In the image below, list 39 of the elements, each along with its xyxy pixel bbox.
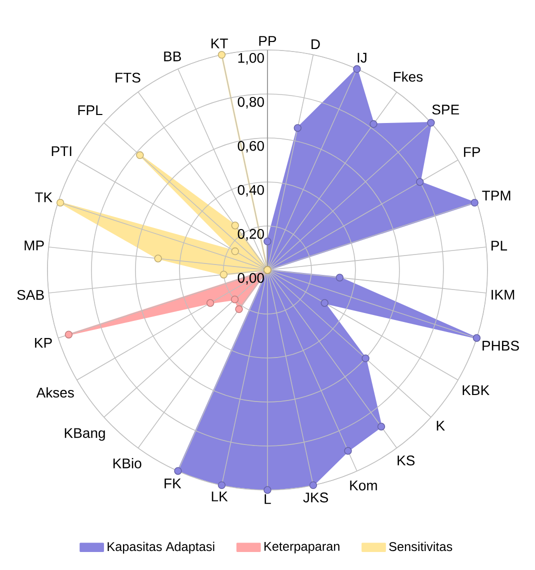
spoke-label: PL [492,240,508,250]
spoke-label: KBK [462,385,490,395]
spoke-label: Fkes [394,71,423,82]
spoke-label: FPL [78,105,102,116]
spoke-label: KBang [64,428,105,441]
spoke-label: FP [464,147,480,157]
spoke-label: Akses [36,387,74,398]
legend-label: Kapasitas Adaptasi [108,542,214,554]
spoke-label: PTI [52,146,72,156]
spoke-label: SPE [432,104,460,115]
spoke-label: LK [212,492,228,502]
spoke-label: K [436,420,445,431]
spoke-label: IKM [492,290,514,300]
y-tick-label: 1,00 [238,52,264,65]
y-tick-label: 0,00 [238,272,264,285]
spoke-label: MP [24,240,44,250]
spoke-label: TK [35,192,52,202]
spoke-label: TPM [482,190,510,200]
spoke-label: Kom [350,480,377,490]
spoke-label: KP [35,338,52,348]
spoke-label: SAB [17,290,44,300]
spoke-label: FK [164,478,182,488]
spoke-label: IJ [358,52,366,63]
legend-label: Keterpaparan [264,542,340,554]
y-tick-label: 0,20 [238,228,264,241]
spoke-label: KBio [113,458,142,468]
spoke-label: L [264,494,271,504]
spoke-label: KS [398,456,415,466]
y-tick-label: 0,80 [238,96,264,109]
spoke-label: PP [259,36,276,46]
y-tick-label: 0,60 [238,140,264,153]
spoke-label: KT [212,38,228,48]
spoke-label: PHBS [482,340,519,351]
spoke-label: BB [164,52,181,62]
y-tick-label: 0,40 [238,184,264,197]
legend-label: Sensitivitas [389,542,452,552]
spoke-label: FTS [116,72,140,83]
spoke-label: D [312,39,320,50]
spoke-label: JKS [303,492,328,502]
